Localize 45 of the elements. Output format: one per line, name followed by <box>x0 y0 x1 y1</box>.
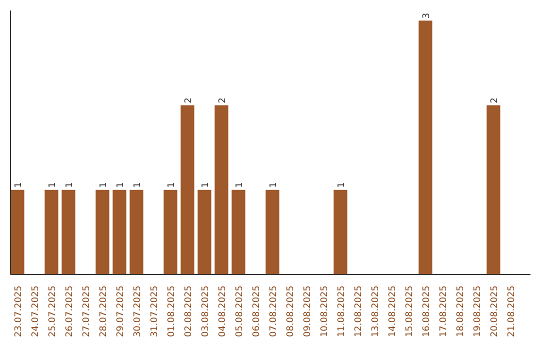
x-tick-label: 23.07.2025 <box>14 286 24 338</box>
x-tick-label: 24.07.2025 <box>30 286 41 338</box>
data-label: 2 <box>184 98 194 104</box>
data-label: 1 <box>336 182 347 188</box>
x-tick-label: 02.08.2025 <box>184 286 194 338</box>
x-tick-label: 19.08.2025 <box>472 286 483 338</box>
x-tick-label: 29.07.2025 <box>116 286 126 338</box>
x-tick-label: 11.08.2025 <box>336 286 347 338</box>
x-tick-label: 27.07.2025 <box>82 286 92 338</box>
x-tick-label: 04.08.2025 <box>218 286 228 338</box>
data-label: 1 <box>64 182 75 188</box>
x-tick-label: 25.07.2025 <box>48 286 58 338</box>
x-tick-label: 13.08.2025 <box>370 286 381 338</box>
x-tick-label: 18.08.2025 <box>456 286 466 338</box>
x-tick-label: 26.07.2025 <box>64 286 75 338</box>
x-tick-label: 30.07.2025 <box>132 286 143 338</box>
x-tick-label: 10.08.2025 <box>320 286 330 338</box>
data-label: 1 <box>132 182 143 188</box>
data-label: 1 <box>166 182 177 188</box>
data-label: 2 <box>490 98 500 104</box>
data-label: 1 <box>268 182 279 188</box>
x-tick-label: 31.07.2025 <box>150 286 160 338</box>
x-tick-label: 07.08.2025 <box>268 286 279 338</box>
data-label: 1 <box>98 182 109 188</box>
x-tick-label: 14.08.2025 <box>388 286 398 338</box>
data-label: 1 <box>48 182 58 188</box>
x-tick-label: 06.08.2025 <box>252 286 262 338</box>
data-label: 1 <box>200 182 211 188</box>
x-tick-label: 16.08.2025 <box>422 286 432 338</box>
x-tick-label: 20.08.2025 <box>490 286 500 338</box>
data-label: 3 <box>422 12 432 19</box>
x-tick-label: 03.08.2025 <box>200 286 211 338</box>
x-tick-label: 17.08.2025 <box>438 286 449 338</box>
x-tick-label: 28.07.2025 <box>98 286 109 338</box>
data-label: 2 <box>218 98 228 104</box>
x-tick-label: 01.08.2025 <box>166 286 177 338</box>
x-tick-label: 21.08.2025 <box>506 286 517 338</box>
data-label: 1 <box>116 182 126 188</box>
x-tick-label: 15.08.2025 <box>404 286 415 338</box>
x-tick-label: 12.08.2025 <box>354 286 364 338</box>
x-tick-label: 08.08.2025 <box>286 286 296 338</box>
data-label: 1 <box>14 182 24 188</box>
x-tick-label: 09.08.2025 <box>302 286 313 338</box>
data-label: 1 <box>234 182 245 188</box>
x-tick-label: 05.08.2025 <box>234 286 245 338</box>
